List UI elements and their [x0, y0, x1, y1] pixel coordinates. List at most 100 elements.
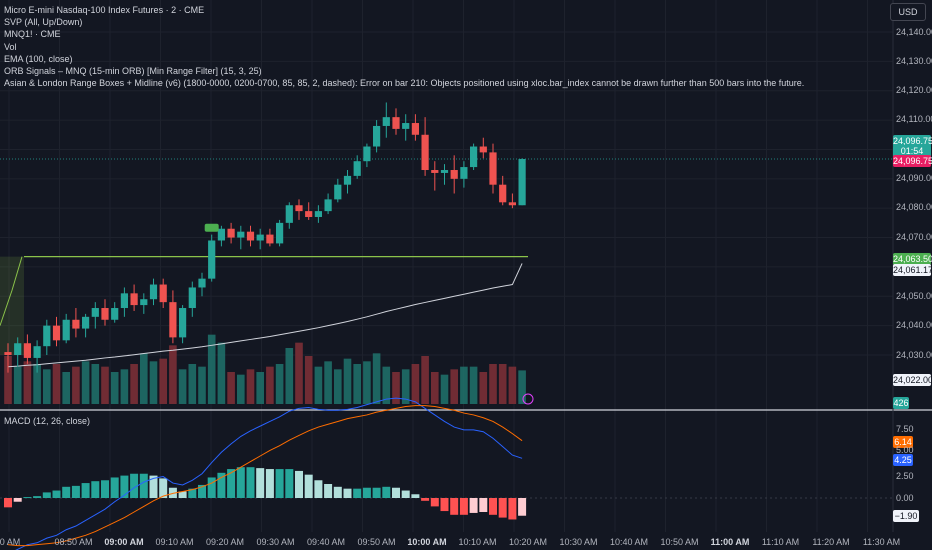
volume-bar	[334, 369, 342, 404]
candle-body	[237, 231, 245, 238]
indicator-orb-signals[interactable]: ORB Signals – MNQ (15-min ORB) [Min Rang…	[4, 66, 262, 77]
candle-body	[363, 146, 371, 162]
macd-histogram-bar	[392, 487, 400, 498]
indicator-range-boxes-error[interactable]: Asian & London Range Boxes + Midline (v6…	[4, 78, 805, 89]
macd-histogram-bar	[62, 486, 71, 498]
volume-bar	[62, 372, 70, 404]
macd-histogram-bar	[81, 483, 90, 498]
price-axis-tick: 24,040.00	[896, 320, 932, 330]
range-box	[0, 256, 24, 355]
volume-bar	[178, 369, 187, 404]
macd-line	[15, 397, 523, 550]
candle-body	[52, 325, 61, 341]
indicator-volume[interactable]: Vol	[4, 41, 17, 52]
candle-body	[120, 293, 128, 309]
candle-body	[499, 184, 507, 203]
macd-histogram-bar	[421, 498, 430, 501]
volume-bar	[188, 364, 197, 404]
indicator-ema[interactable]: EMA (100, close)	[4, 53, 73, 64]
currency-button[interactable]: USD	[890, 3, 926, 21]
macd-histogram-bar	[295, 470, 303, 498]
volume-bar	[421, 356, 429, 404]
macd-histogram-bar	[13, 498, 22, 502]
macd-histogram-bar	[498, 498, 507, 518]
candle-body	[208, 240, 216, 279]
price-axis-tick: 24,080.00	[896, 202, 932, 212]
price-axis-tick: 24,110.00	[896, 114, 932, 124]
candle-body	[227, 228, 235, 238]
macd-histogram-bar	[227, 469, 236, 498]
volume-bar	[140, 353, 148, 404]
macd-histogram-bar	[23, 497, 32, 499]
volume-bar	[343, 358, 352, 404]
volume-bar	[372, 353, 381, 404]
macd-histogram-bar	[71, 485, 80, 498]
candle-body	[411, 123, 419, 135]
candle-body	[421, 134, 429, 171]
volume-bar	[401, 369, 410, 404]
candle-body	[82, 316, 90, 329]
macd-histogram-bar	[459, 498, 468, 515]
price-axis-tick: 24,120.00	[896, 85, 932, 95]
macd-histogram-bar	[188, 488, 197, 498]
indicator-compare-symbol[interactable]: MNQ1! · CME	[4, 29, 61, 40]
orb-high-tag: 24,063.50	[893, 253, 932, 265]
chart-legend: Micro E-mini Nasdaq-100 Index Futures · …	[4, 4, 804, 89]
candle-body	[276, 222, 284, 244]
volume-bar	[363, 361, 371, 404]
macd-histogram-bar	[314, 480, 323, 498]
ema-line	[7, 263, 523, 368]
volume-bar	[237, 374, 245, 404]
volume-bar	[285, 348, 294, 404]
volume-bar	[518, 370, 526, 404]
macd-histogram-bar	[479, 498, 488, 512]
volume-bar	[227, 372, 235, 404]
candle-body	[188, 287, 196, 309]
macd-pane-title[interactable]: MACD (12, 26, close)	[4, 416, 91, 426]
volume-bar	[130, 364, 138, 404]
macd-histogram-bar	[285, 469, 294, 498]
volume-bar	[169, 345, 177, 404]
volume-bar	[353, 364, 361, 404]
time-axis-label: 10:40 AM	[609, 537, 649, 547]
macd-axis-tick: 5.00	[896, 445, 914, 455]
time-axis-label: 09:00 AM	[104, 537, 144, 547]
macd-histogram-bar	[469, 498, 478, 513]
indicator-svp[interactable]: SVP (All, Up/Down)	[4, 17, 83, 28]
candle-body	[460, 167, 468, 179]
bar-countdown: 01:54	[893, 145, 931, 157]
macd-signal-tag: 6.14	[893, 436, 913, 448]
volume-bar	[110, 372, 119, 404]
candle-body	[256, 234, 264, 241]
macd-histogram-bar	[207, 477, 216, 498]
macd-histogram-bar	[217, 472, 226, 498]
time-axis-label: 08:50 AM	[54, 537, 93, 547]
macd-histogram-bar	[275, 469, 284, 498]
time-axis-label: 10:00 AM	[407, 537, 447, 547]
candle-body	[324, 199, 332, 212]
candle-body	[111, 308, 119, 320]
candle-body	[198, 278, 206, 288]
macd-histogram-bar	[139, 473, 148, 498]
candle-body	[489, 152, 497, 185]
price-axis-tick: 24,030.00	[896, 350, 932, 360]
candle-body	[246, 231, 255, 241]
volume-bar	[91, 364, 100, 404]
volume-bar	[4, 356, 12, 404]
macd-axis-tick: 0.00	[896, 493, 914, 503]
time-axis-label: 10:50 AM	[660, 537, 699, 547]
macd-line-tag: 4.25	[893, 454, 913, 466]
candle-body	[402, 123, 410, 129]
time-axis-label: 11:20 AM	[812, 537, 850, 547]
volume-bar	[275, 364, 284, 404]
macd-histogram-bar	[508, 498, 517, 520]
macd-histogram-bar	[440, 498, 449, 512]
macd-histogram-bar	[33, 496, 42, 498]
candle-body	[33, 346, 41, 358]
candle-body	[431, 170, 439, 173]
symbol-title[interactable]: Micro E-mini Nasdaq-100 Index Futures · …	[4, 5, 205, 15]
macd-histogram-bar	[91, 481, 100, 498]
alert-bolt-icon	[522, 393, 534, 405]
candle-body	[305, 211, 313, 217]
